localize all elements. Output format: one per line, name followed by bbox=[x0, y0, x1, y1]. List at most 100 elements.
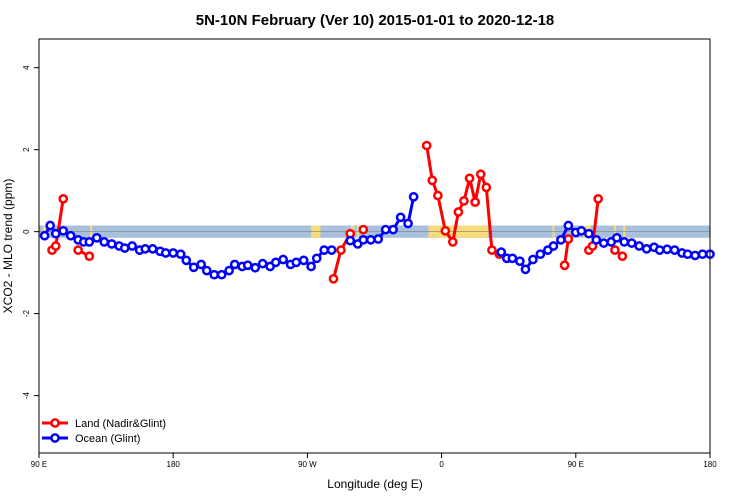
data-point bbox=[576, 225, 587, 236]
data-point bbox=[50, 228, 61, 239]
data-point bbox=[270, 257, 281, 268]
data-point bbox=[447, 237, 458, 247]
data-point bbox=[196, 259, 207, 270]
data-point bbox=[328, 273, 339, 284]
data-point bbox=[427, 175, 438, 186]
series-line bbox=[425, 145, 508, 260]
data-point bbox=[464, 173, 475, 184]
x-tick-label: 180 bbox=[703, 460, 717, 469]
data-point bbox=[127, 241, 138, 251]
data-point bbox=[106, 239, 117, 249]
data-point bbox=[690, 250, 700, 261]
data-point bbox=[617, 251, 628, 262]
data-point bbox=[181, 255, 192, 266]
data-point bbox=[298, 255, 309, 266]
data-point bbox=[229, 259, 240, 270]
data-point bbox=[440, 225, 451, 236]
y-tick-label: -4 bbox=[22, 392, 31, 400]
data-point bbox=[388, 224, 398, 235]
data-point bbox=[39, 230, 50, 241]
data-point bbox=[563, 220, 574, 231]
legend-label: Ocean (Glint) bbox=[75, 433, 140, 445]
data-point bbox=[278, 254, 289, 265]
data-point bbox=[84, 251, 95, 262]
data-point bbox=[563, 234, 574, 244]
data-point bbox=[515, 256, 525, 267]
data-point bbox=[326, 245, 337, 255]
data-point bbox=[45, 220, 56, 231]
series-layer bbox=[39, 140, 715, 284]
data-point bbox=[216, 269, 227, 280]
data-point bbox=[209, 269, 220, 280]
y-tick-label: -2 bbox=[22, 310, 31, 318]
legend-label: Land (Nadir&Glint) bbox=[75, 418, 166, 430]
chart-title: 5N-10N February (Ver 10) 2015-01-01 to 2… bbox=[196, 12, 555, 29]
data-point bbox=[591, 235, 602, 245]
data-point bbox=[119, 243, 130, 253]
data-point bbox=[556, 235, 566, 245]
data-point bbox=[408, 191, 419, 202]
data-point bbox=[669, 245, 680, 255]
data-point bbox=[520, 264, 531, 275]
data-point bbox=[697, 249, 708, 260]
data-point bbox=[224, 265, 234, 276]
data-point bbox=[654, 245, 665, 255]
x-tick-label: 90 E bbox=[31, 460, 47, 469]
data-point bbox=[619, 237, 630, 247]
data-point bbox=[583, 228, 594, 239]
series-land bbox=[47, 140, 628, 284]
data-point bbox=[306, 261, 316, 272]
data-point bbox=[58, 194, 69, 204]
data-point bbox=[160, 248, 171, 258]
data-point bbox=[662, 244, 672, 255]
data-point bbox=[257, 258, 268, 269]
data-point bbox=[168, 248, 179, 258]
data-point bbox=[528, 254, 538, 265]
data-point bbox=[99, 237, 110, 247]
data-point bbox=[365, 235, 376, 245]
data-point bbox=[73, 245, 83, 255]
legend-item: Land (Nadir&Glint) bbox=[42, 418, 166, 430]
data-point bbox=[470, 197, 480, 207]
data-point bbox=[487, 245, 497, 255]
data-point bbox=[188, 262, 199, 273]
data-point bbox=[403, 218, 413, 229]
data-point bbox=[319, 245, 330, 255]
x-tick-label: 180 bbox=[167, 460, 181, 469]
series-ocean bbox=[39, 191, 715, 280]
data-point bbox=[58, 225, 69, 236]
data-point bbox=[175, 249, 186, 260]
data-point bbox=[459, 196, 469, 206]
data-point bbox=[496, 247, 507, 257]
data-point bbox=[311, 253, 322, 264]
data-point bbox=[641, 244, 652, 254]
data-point bbox=[380, 224, 391, 235]
data-point bbox=[373, 234, 384, 244]
data-point bbox=[201, 265, 212, 276]
data-point bbox=[626, 238, 637, 248]
x-tick-label: 90 W bbox=[298, 460, 317, 469]
data-point bbox=[358, 235, 369, 245]
y-axis: -4 -2 0 2 4 bbox=[22, 65, 39, 399]
y-axis-label: XCO2 - MLO trend (ppm) bbox=[1, 179, 15, 314]
y-tick-label: 0 bbox=[22, 229, 31, 234]
data-point bbox=[610, 245, 620, 255]
data-point bbox=[250, 262, 261, 273]
data-point bbox=[358, 224, 369, 235]
data-point bbox=[140, 244, 151, 254]
data-point bbox=[50, 241, 61, 251]
plot-frame bbox=[38, 38, 711, 454]
legend-swatch-marker bbox=[50, 418, 60, 428]
legend-item: Ocean (Glint) bbox=[42, 433, 140, 445]
data-point bbox=[559, 260, 570, 271]
data-point bbox=[421, 140, 432, 151]
data-point bbox=[91, 232, 102, 243]
data-point bbox=[395, 212, 406, 223]
data-point bbox=[535, 249, 546, 260]
data-point bbox=[433, 190, 443, 201]
legend-swatch-marker bbox=[50, 433, 60, 443]
y-tick-label: 2 bbox=[22, 147, 31, 152]
data-point bbox=[593, 194, 604, 204]
legend: Land (Nadir&Glint) Ocean (Glint) bbox=[42, 418, 166, 445]
